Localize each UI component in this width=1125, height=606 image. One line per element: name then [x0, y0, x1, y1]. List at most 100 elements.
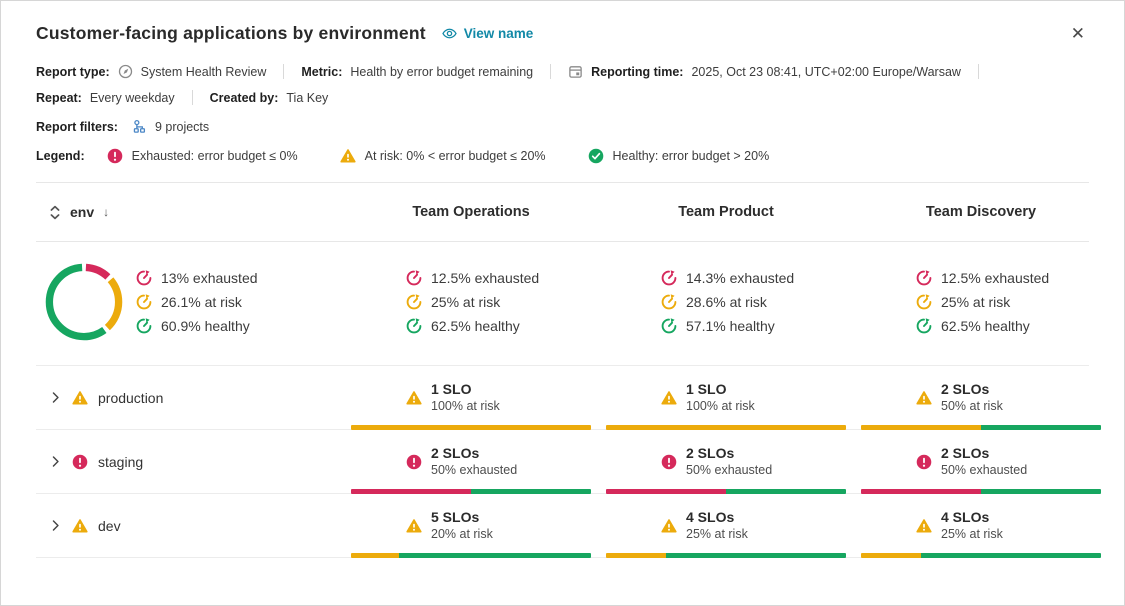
gauge-at-risk-icon: [916, 294, 932, 310]
gauge-exhausted-icon: [136, 270, 152, 286]
slo-detail: 100% at risk: [686, 398, 755, 414]
chevron-right-icon[interactable]: [49, 519, 62, 532]
report-filters-value: 9 projects: [155, 120, 209, 134]
stat-at-risk: 26.1% at risk: [136, 293, 258, 312]
gauge-exhausted-icon: [406, 270, 422, 286]
gauge-healthy-icon: [136, 318, 152, 334]
summary-team-operations: 12.5% exhausted 25% at risk 62.5% health…: [351, 269, 591, 336]
report-header: Customer-facing applications by environm…: [36, 23, 1089, 44]
summary-team-discovery: 12.5% exhausted 25% at risk 62.5% health…: [861, 269, 1101, 336]
slo-count: 1 SLO: [431, 381, 500, 399]
summary-team-product: 14.3% exhausted 28.6% at risk 57.1% heal…: [606, 269, 846, 336]
stat-healthy: 57.1% healthy: [661, 317, 846, 336]
divider: [978, 64, 979, 79]
slo-cell: 2 SLOs50% exhausted: [351, 430, 591, 493]
metric-label: Metric:: [301, 65, 342, 79]
slo-count: 2 SLOs: [941, 381, 1003, 399]
health-donut-chart: [45, 263, 123, 341]
slo-cell: 2 SLOs50% at risk: [861, 366, 1101, 429]
env-cell-staging[interactable]: staging: [36, 430, 336, 493]
stat-exhausted: 12.5% exhausted: [916, 269, 1101, 288]
slo-detail: 50% exhausted: [431, 462, 517, 478]
summary-row: 13% exhausted 26.1% at risk 60.9% health…: [36, 242, 1089, 366]
meta-row-1: Report type: System Health Review Metric…: [36, 64, 1089, 79]
stat-text: 12.5% exhausted: [431, 270, 539, 286]
stat-text: 12.5% exhausted: [941, 270, 1049, 286]
env-cell-production[interactable]: production: [36, 366, 336, 429]
legend-item-text: Exhausted: error budget ≤ 0%: [132, 149, 298, 163]
at-risk-icon: [916, 390, 932, 406]
stat-exhausted: 13% exhausted: [136, 269, 258, 288]
env-cell-dev[interactable]: dev: [36, 494, 336, 557]
created-by-label: Created by:: [210, 91, 279, 105]
env-name: staging: [98, 454, 143, 470]
report-type-label: Report type:: [36, 65, 110, 79]
created-by-value: Tia Key: [286, 91, 328, 105]
slo-detail: 50% at risk: [941, 398, 1003, 414]
stat-text: 26.1% at risk: [161, 294, 242, 310]
exhausted-icon: [406, 454, 422, 470]
chevron-right-icon[interactable]: [49, 455, 62, 468]
divider: [550, 64, 551, 79]
repeat-label: Repeat:: [36, 91, 82, 105]
stat-text: 13% exhausted: [161, 270, 258, 286]
stat-text: 25% at risk: [431, 294, 500, 310]
gauge-healthy-icon: [916, 318, 932, 334]
slo-count: 1 SLO: [686, 381, 755, 399]
page-title: Customer-facing applications by environm…: [36, 23, 426, 44]
gauge-at-risk-icon: [406, 294, 422, 310]
stat-text: 57.1% healthy: [686, 318, 775, 334]
slo-count: 5 SLOs: [431, 509, 493, 527]
slo-cell: 2 SLOs50% exhausted: [606, 430, 846, 493]
slo-distribution-bar: [861, 553, 1101, 558]
env-sort-header[interactable]: env ↓: [36, 204, 336, 221]
env-name: production: [98, 390, 163, 406]
env-column-header: env: [70, 204, 94, 220]
legend: Legend: Exhausted: error budget ≤ 0% At …: [36, 148, 1089, 164]
slo-count: 4 SLOs: [686, 509, 748, 527]
slo-cell: 1 SLO100% at risk: [351, 366, 591, 429]
metric-value: Health by error budget remaining: [350, 65, 533, 79]
stat-text: 62.5% healthy: [431, 318, 520, 334]
table-row-production: production 1 SLO100% at risk 1 SLO100% a…: [36, 366, 1089, 430]
report-panel: Customer-facing applications by environm…: [0, 0, 1125, 606]
at-risk-icon: [661, 390, 677, 406]
at-risk-icon: [340, 148, 356, 164]
slo-detail: 20% at risk: [431, 526, 493, 542]
gauge-exhausted-icon: [661, 270, 677, 286]
slo-distribution-bar: [606, 553, 846, 558]
slo-detail: 100% at risk: [431, 398, 500, 414]
at-risk-icon: [72, 518, 88, 534]
slo-count: 4 SLOs: [941, 509, 1003, 527]
repeat-value: Every weekday: [90, 91, 175, 105]
legend-label: Legend:: [36, 149, 85, 163]
meta-row-2: Repeat: Every weekday Created by: Tia Ke…: [36, 90, 1089, 105]
env-name: dev: [98, 518, 121, 534]
chevron-right-icon[interactable]: [49, 391, 62, 404]
exhausted-icon: [107, 148, 123, 164]
slo-count: 2 SLOs: [686, 445, 772, 463]
slo-distribution-bar: [351, 553, 591, 558]
sort-direction-arrow: ↓: [103, 205, 109, 219]
report-filters-row: Report filters: 9 projects: [36, 119, 1089, 134]
slo-detail: 25% at risk: [686, 526, 748, 542]
at-risk-icon: [916, 518, 932, 534]
report-type-value: System Health Review: [141, 65, 267, 79]
slo-count: 2 SLOs: [941, 445, 1027, 463]
stat-at-risk: 25% at risk: [406, 293, 591, 312]
at-risk-icon: [406, 390, 422, 406]
gauge-at-risk-icon: [661, 294, 677, 310]
close-icon[interactable]: ✕: [1067, 23, 1089, 44]
stat-text: 14.3% exhausted: [686, 270, 794, 286]
legend-item-text: At risk: 0% < error budget ≤ 20%: [365, 149, 546, 163]
slo-cell: 5 SLOs20% at risk: [351, 494, 591, 557]
divider: [192, 90, 193, 105]
stat-text: 62.5% healthy: [941, 318, 1030, 334]
sort-icon[interactable]: [49, 204, 61, 221]
stat-text: 60.9% healthy: [161, 318, 250, 334]
view-name-link[interactable]: View name: [442, 26, 534, 41]
column-header-team-discovery: Team Discovery: [861, 204, 1101, 220]
stat-exhausted: 14.3% exhausted: [661, 269, 846, 288]
calendar-icon: [568, 64, 583, 79]
divider: [283, 64, 284, 79]
